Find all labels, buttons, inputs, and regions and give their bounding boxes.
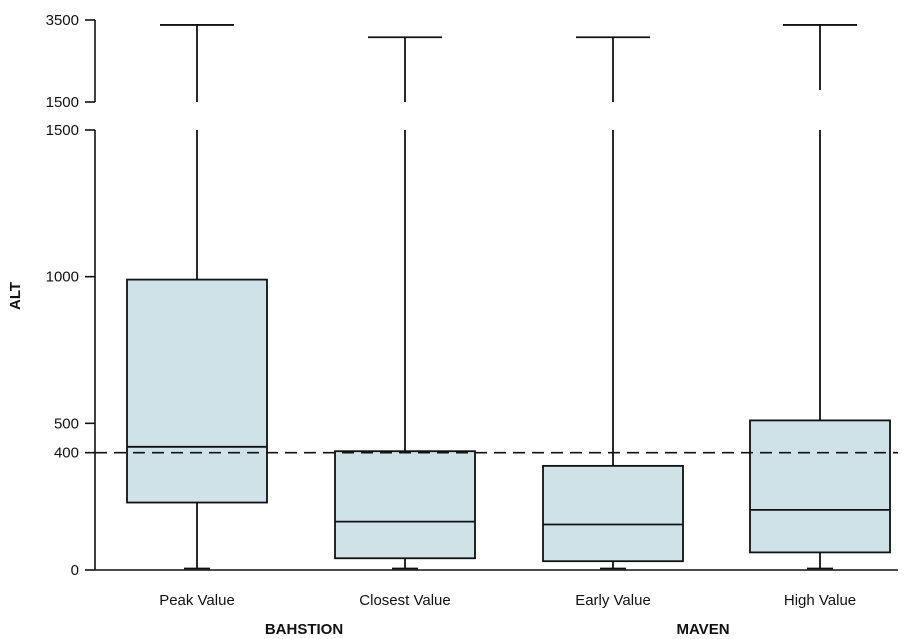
box-closest-value: [334, 36, 476, 570]
group-label: MAVEN: [676, 621, 729, 638]
box-iqr: [749, 419, 891, 554]
group-labels: BAHSTION MAVEN: [265, 621, 730, 638]
boxes-layer: [95, 24, 898, 570]
group-label: BAHSTION: [265, 621, 343, 638]
box-iqr: [542, 464, 684, 563]
y-axis-title: ALT: [7, 282, 24, 310]
y-tick-label: 1500: [46, 94, 79, 111]
x-axis-labels: Peak Value Closest Value Early Value High V…: [159, 592, 856, 609]
box-iqr: [334, 450, 476, 560]
box-early-value: [542, 36, 684, 570]
x-tick-label: Peak Value: [159, 592, 235, 609]
y-tick-label: 3500: [46, 12, 79, 29]
box-peak-value: [126, 24, 268, 570]
x-tick-label: Closest Value: [359, 592, 450, 609]
box-iqr: [126, 278, 268, 504]
x-tick-label: Early Value: [575, 592, 651, 609]
y-tick-label: 1000: [46, 269, 79, 286]
y-tick-label: 400: [54, 445, 79, 462]
x-tick-label: High Value: [784, 592, 856, 609]
y-tick-label: 500: [54, 415, 79, 432]
box-high-value: [749, 24, 891, 570]
y-tick-label: 1500: [46, 122, 79, 139]
y-axis: 0 400 500 1000 1500 1500 3500: [46, 12, 898, 579]
y-tick-label: 0: [71, 562, 79, 579]
